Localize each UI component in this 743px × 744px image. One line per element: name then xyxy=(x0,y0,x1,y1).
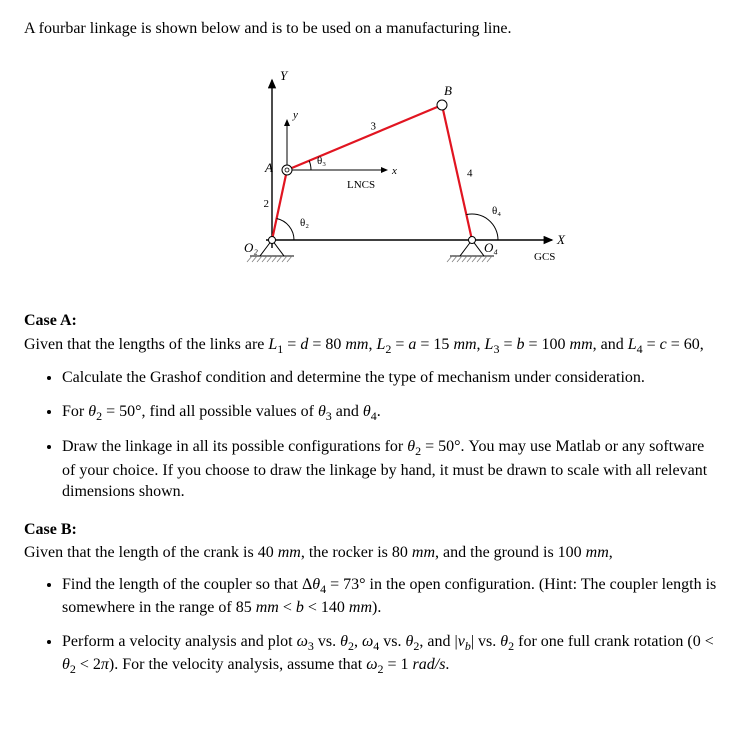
figure-container: Y XGCS x y LNCS θ₂ θ₃ θ₄ O₂ O₄ A B 2 3 4 xyxy=(24,50,719,287)
case-a-given: Given that the lengths of the links are … xyxy=(24,334,719,357)
svg-text:x: x xyxy=(391,165,397,177)
bullet-item: Calculate the Grashof condition and dete… xyxy=(62,367,719,389)
svg-text:θ₃: θ₃ xyxy=(317,155,326,167)
fourbar-linkage-diagram: Y XGCS x y LNCS θ₂ θ₃ θ₄ O₂ O₄ A B 2 3 4 xyxy=(162,50,582,280)
bullet-item: Draw the linkage in all its possible con… xyxy=(62,436,719,503)
svg-text:X: X xyxy=(556,232,566,247)
svg-text:θ₄: θ₄ xyxy=(492,205,501,217)
svg-text:4: 4 xyxy=(467,167,473,179)
svg-text:GCS: GCS xyxy=(534,251,555,263)
svg-text:θ₂: θ₂ xyxy=(300,217,309,229)
bullet-item: Perform a velocity analysis and plot ω3 … xyxy=(62,631,719,678)
bullet-item: Find the length of the coupler so that Δ… xyxy=(62,574,719,619)
svg-text:O₄: O₄ xyxy=(484,240,498,255)
case-b-title: Case B: xyxy=(24,519,719,541)
svg-text:3: 3 xyxy=(370,120,376,132)
svg-text:B: B xyxy=(444,83,452,98)
svg-text:y: y xyxy=(292,109,298,121)
bullet-item: For θ2 = 50°, find all possible values o… xyxy=(62,401,719,424)
svg-text:A: A xyxy=(264,160,273,175)
case-a-title: Case A: xyxy=(24,310,719,332)
case-b-given: Given that the length of the crank is 40… xyxy=(24,542,719,564)
intro-text: A fourbar linkage is shown below and is … xyxy=(24,18,719,40)
svg-text:O₂: O₂ xyxy=(244,240,258,255)
case-a-bullets: Calculate the Grashof condition and dete… xyxy=(24,367,719,503)
svg-text:LNCS: LNCS xyxy=(347,179,375,191)
case-b-bullets: Find the length of the coupler so that Δ… xyxy=(24,574,719,678)
svg-text:2: 2 xyxy=(263,198,269,210)
svg-text:Y: Y xyxy=(280,68,289,83)
